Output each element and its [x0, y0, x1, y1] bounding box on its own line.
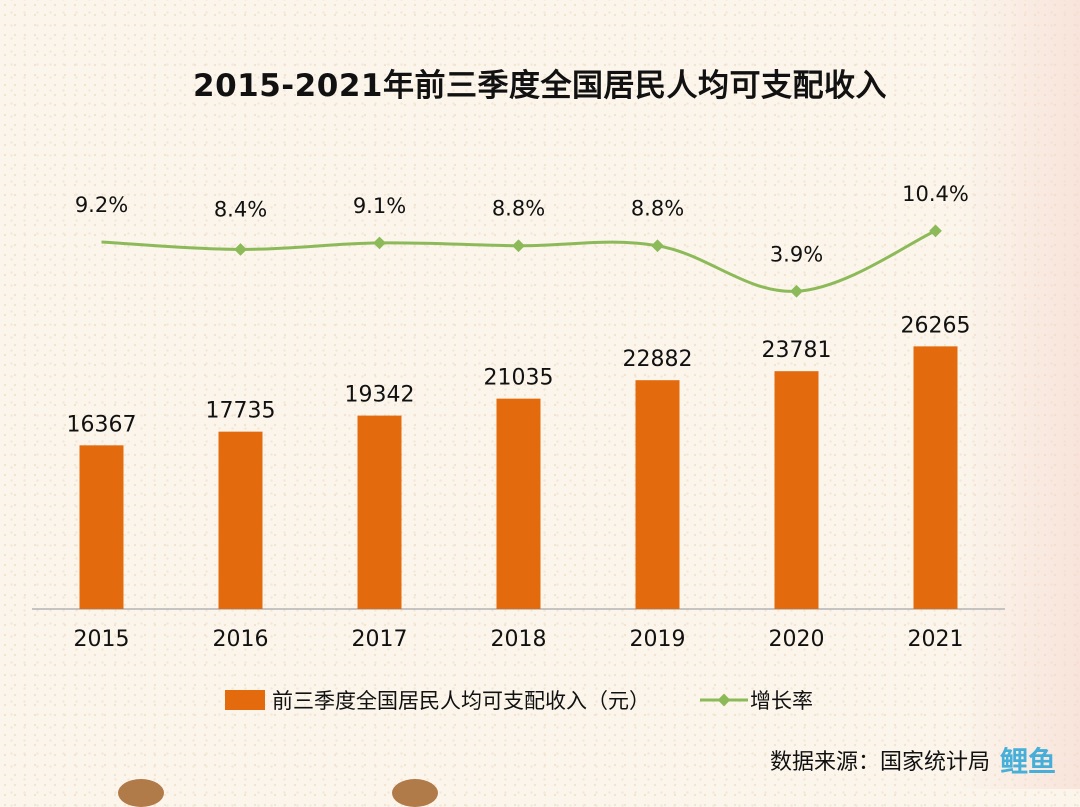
growth-label-2015: 9.2% [75, 193, 128, 217]
legend-label-income: 前三季度全国居民人均可支配收入（元） [272, 689, 650, 713]
x-tick-label-2021: 2021 [908, 627, 964, 652]
decorative-shape [392, 779, 438, 807]
bar-label-2015: 16367 [67, 412, 137, 437]
x-tick-label-2020: 2020 [769, 627, 825, 652]
growth-label-2019: 8.8% [631, 197, 684, 221]
legend-swatch-income [225, 690, 265, 710]
x-tick-label-2018: 2018 [491, 627, 547, 652]
x-tick-label-2016: 2016 [213, 627, 269, 652]
income-chart: 16367 2015 17735 2016 19342 2017 21035 2018 2288… [32, 182, 1005, 713]
legend-label-growth: 增长率 [750, 689, 813, 713]
bar-2018 [496, 398, 541, 609]
data-source: 数据来源：国家统计局 [769, 750, 990, 775]
growth-marker-2018 [512, 239, 525, 253]
legend-marker-growth [717, 693, 731, 707]
bar-label-2016: 17735 [206, 399, 276, 424]
watermark-logo: 鲤鱼 [999, 745, 1056, 778]
growth-marker-2020 [790, 284, 803, 298]
growth-label-2017: 9.1% [353, 194, 406, 218]
bar-2017 [357, 415, 402, 609]
bar-2019 [635, 380, 680, 609]
bar-label-2019: 22882 [623, 347, 693, 372]
x-tick-label-2017: 2017 [352, 627, 408, 652]
growth-marker-2017 [373, 236, 386, 250]
decorative-shape [118, 779, 164, 807]
bar-label-2017: 19342 [345, 383, 415, 408]
bar-2020 [774, 371, 819, 609]
x-tick-label-2015: 2015 [74, 627, 130, 652]
growth-label-2018: 8.8% [492, 197, 545, 221]
growth-marker-2019 [651, 239, 664, 253]
growth-label-2016: 8.4% [214, 197, 267, 221]
background-glow [960, 0, 1080, 789]
growth-label-2020: 3.9% [770, 242, 823, 266]
bar-2021 [913, 346, 958, 609]
chart-title: 2015-2021年前三季度全国居民人均可支配收入 [193, 68, 887, 104]
x-tick-label-2019: 2019 [630, 627, 686, 652]
bar-2015 [79, 445, 124, 609]
bar-2016 [218, 431, 263, 609]
bar-label-2018: 21035 [484, 366, 554, 391]
growth-marker-2021 [929, 224, 942, 238]
bar-label-2020: 23781 [762, 338, 832, 363]
bar-label-2021: 26265 [901, 313, 971, 338]
growth-label-2021: 10.4% [902, 182, 969, 206]
growth-marker-2016 [234, 243, 247, 256]
